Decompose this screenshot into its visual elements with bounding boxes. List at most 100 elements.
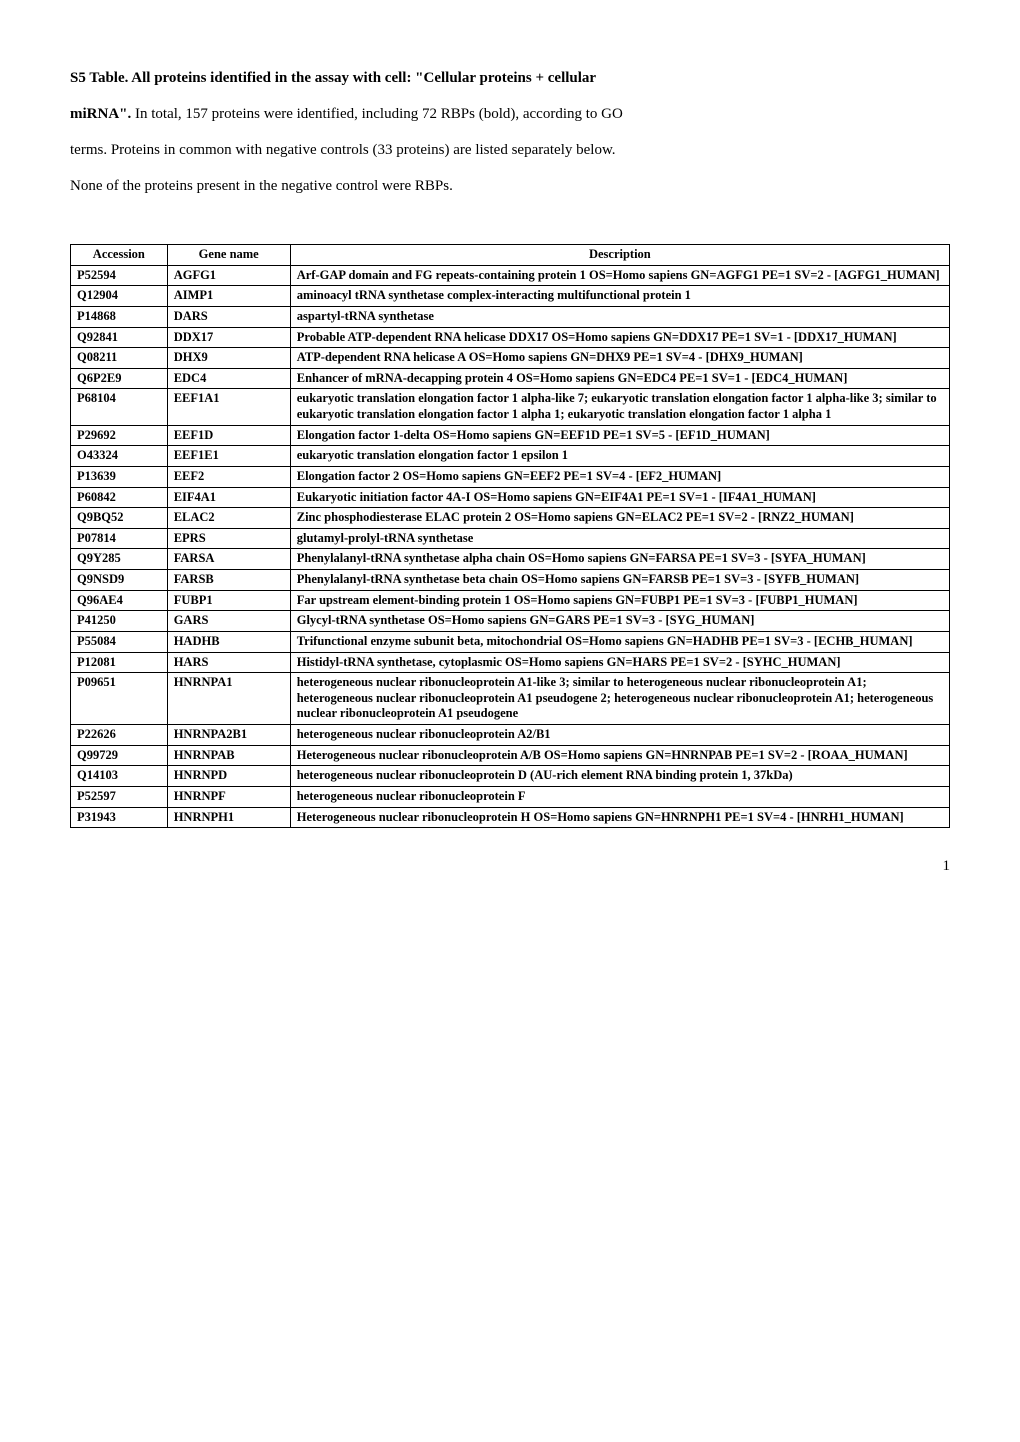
cell-acc: P52597	[71, 786, 168, 807]
cell-gene: HADHB	[167, 631, 290, 652]
table-row: P29692EEF1DElongation factor 1-delta OS=…	[71, 425, 950, 446]
intro-rest1: In total, 157 proteins were identified, …	[131, 106, 623, 122]
table-row: Q92841DDX17Probable ATP-dependent RNA he…	[71, 327, 950, 348]
cell-desc: Glycyl-tRNA synthetase OS=Homo sapiens G…	[290, 611, 949, 632]
cell-acc: Q99729	[71, 745, 168, 766]
cell-desc: Far upstream element-binding protein 1 O…	[290, 590, 949, 611]
table-row: P31943HNRNPH1Heterogeneous nuclear ribon…	[71, 807, 950, 828]
cell-desc: aspartyl-tRNA synthetase	[290, 306, 949, 327]
cell-desc: Eukaryotic initiation factor 4A-I OS=Hom…	[290, 487, 949, 508]
cell-acc: O43324	[71, 446, 168, 467]
table-row: Q14103HNRNPDheterogeneous nuclear ribonu…	[71, 766, 950, 787]
table-row: Q08211DHX9ATP-dependent RNA helicase A O…	[71, 348, 950, 369]
cell-acc: Q96AE4	[71, 590, 168, 611]
cell-acc: Q9NSD9	[71, 570, 168, 591]
intro-paragraph: S5 Table. All proteins identified in the…	[70, 60, 950, 204]
cell-desc: ATP-dependent RNA helicase A OS=Homo sap…	[290, 348, 949, 369]
cell-acc: P14868	[71, 306, 168, 327]
cell-desc: Elongation factor 1-delta OS=Homo sapien…	[290, 425, 949, 446]
table-header-row: Accession Gene name Description	[71, 245, 950, 266]
cell-gene: EPRS	[167, 528, 290, 549]
cell-gene: HNRNPH1	[167, 807, 290, 828]
cell-desc: heterogeneous nuclear ribonucleoprotein …	[290, 766, 949, 787]
cell-gene: GARS	[167, 611, 290, 632]
cell-desc: Probable ATP-dependent RNA helicase DDX1…	[290, 327, 949, 348]
cell-gene: FUBP1	[167, 590, 290, 611]
cell-gene: HNRNPF	[167, 786, 290, 807]
cell-desc: Enhancer of mRNA-decapping protein 4 OS=…	[290, 368, 949, 389]
cell-gene: HNRNPA1	[167, 673, 290, 725]
cell-gene: HNRNPA2B1	[167, 725, 290, 746]
table-row: Q96AE4FUBP1Far upstream element-binding …	[71, 590, 950, 611]
cell-desc: Histidyl-tRNA synthetase, cytoplasmic OS…	[290, 652, 949, 673]
table-row: P60842EIF4A1Eukaryotic initiation factor…	[71, 487, 950, 508]
table-row: Q9Y285FARSAPhenylalanyl-tRNA synthetase …	[71, 549, 950, 570]
table-row: P52594AGFG1Arf-GAP domain and FG repeats…	[71, 265, 950, 286]
table-row: P68104EEF1A1eukaryotic translation elong…	[71, 389, 950, 425]
table-row: Q12904AIMP1aminoacyl tRNA synthetase com…	[71, 286, 950, 307]
cell-acc: P55084	[71, 631, 168, 652]
table-row: Q99729HNRNPABHeterogeneous nuclear ribon…	[71, 745, 950, 766]
header-description: Description	[290, 245, 949, 266]
cell-acc: P31943	[71, 807, 168, 828]
cell-acc: P09651	[71, 673, 168, 725]
cell-gene: EEF1E1	[167, 446, 290, 467]
cell-gene: EEF1D	[167, 425, 290, 446]
cell-acc: Q6P2E9	[71, 368, 168, 389]
cell-desc: Heterogeneous nuclear ribonucleoprotein …	[290, 807, 949, 828]
cell-desc: Zinc phosphodiesterase ELAC protein 2 OS…	[290, 508, 949, 529]
table-row: P41250GARSGlycyl-tRNA synthetase OS=Homo…	[71, 611, 950, 632]
cell-desc: Trifunctional enzyme subunit beta, mitoc…	[290, 631, 949, 652]
cell-gene: FARSB	[167, 570, 290, 591]
cell-gene: DARS	[167, 306, 290, 327]
cell-desc: heterogeneous nuclear ribonucleoprotein …	[290, 725, 949, 746]
cell-acc: Q9Y285	[71, 549, 168, 570]
cell-acc: P52594	[71, 265, 168, 286]
cell-gene: EDC4	[167, 368, 290, 389]
table-row: P13639EEF2Elongation factor 2 OS=Homo sa…	[71, 466, 950, 487]
table-row: P52597HNRNPFheterogeneous nuclear ribonu…	[71, 786, 950, 807]
header-gene-name: Gene name	[167, 245, 290, 266]
intro-rest3: None of the proteins present in the nega…	[70, 178, 453, 194]
table-row: P22626HNRNPA2B1heterogeneous nuclear rib…	[71, 725, 950, 746]
table-row: P14868DARSaspartyl-tRNA synthetase	[71, 306, 950, 327]
table-row: P07814EPRSglutamyl-prolyl-tRNA synthetas…	[71, 528, 950, 549]
cell-acc: Q14103	[71, 766, 168, 787]
cell-gene: ELAC2	[167, 508, 290, 529]
table-row: P12081HARSHistidyl-tRNA synthetase, cyto…	[71, 652, 950, 673]
cell-desc: glutamyl-prolyl-tRNA synthetase	[290, 528, 949, 549]
table-row: O43324EEF1E1eukaryotic translation elong…	[71, 446, 950, 467]
cell-desc: Phenylalanyl-tRNA synthetase alpha chain…	[290, 549, 949, 570]
cell-acc: Q9BQ52	[71, 508, 168, 529]
cell-desc: Heterogeneous nuclear ribonucleoprotein …	[290, 745, 949, 766]
cell-acc: Q12904	[71, 286, 168, 307]
cell-gene: EEF1A1	[167, 389, 290, 425]
cell-gene: AIMP1	[167, 286, 290, 307]
cell-acc: P07814	[71, 528, 168, 549]
intro-runin-bold: miRNA".	[70, 106, 131, 122]
protein-table: Accession Gene name Description P52594AG…	[70, 244, 950, 828]
cell-desc: heterogeneous nuclear ribonucleoprotein …	[290, 786, 949, 807]
cell-gene: DHX9	[167, 348, 290, 369]
cell-acc: P13639	[71, 466, 168, 487]
cell-desc: Phenylalanyl-tRNA synthetase beta chain …	[290, 570, 949, 591]
cell-desc: Arf-GAP domain and FG repeats-containing…	[290, 265, 949, 286]
cell-acc: Q08211	[71, 348, 168, 369]
cell-desc: Elongation factor 2 OS=Homo sapiens GN=E…	[290, 466, 949, 487]
cell-gene: DDX17	[167, 327, 290, 348]
cell-gene: FARSA	[167, 549, 290, 570]
cell-gene: HARS	[167, 652, 290, 673]
cell-acc: P22626	[71, 725, 168, 746]
cell-acc: P68104	[71, 389, 168, 425]
table-row: P55084HADHBTrifunctional enzyme subunit …	[71, 631, 950, 652]
cell-gene: AGFG1	[167, 265, 290, 286]
cell-desc: heterogeneous nuclear ribonucleoprotein …	[290, 673, 949, 725]
table-row: Q6P2E9EDC4Enhancer of mRNA-decapping pro…	[71, 368, 950, 389]
cell-desc: eukaryotic translation elongation factor…	[290, 446, 949, 467]
intro-rest2: terms. Proteins in common with negative …	[70, 142, 616, 158]
page-number: 1	[70, 858, 950, 875]
cell-acc: Q92841	[71, 327, 168, 348]
table-row: Q9NSD9FARSBPhenylalanyl-tRNA synthetase …	[71, 570, 950, 591]
cell-acc: P41250	[71, 611, 168, 632]
cell-desc: eukaryotic translation elongation factor…	[290, 389, 949, 425]
